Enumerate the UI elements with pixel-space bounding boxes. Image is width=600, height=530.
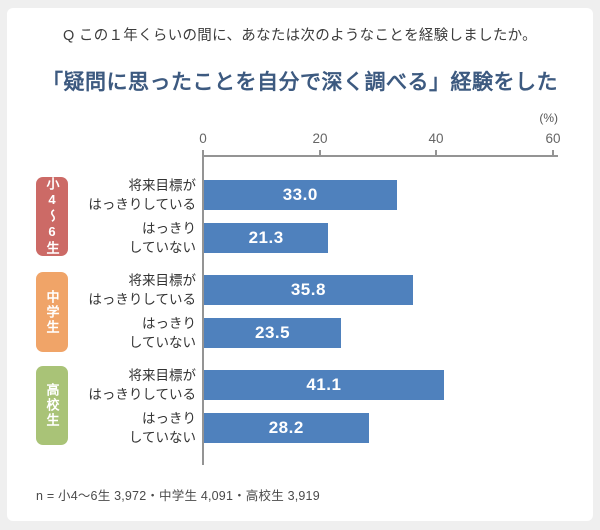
x-tick-mark-40 [435,150,437,156]
x-tick-label-0: 0 [199,131,207,146]
bar-label-elementary-clear-goal: 将来目標が はっきりしている [88,178,196,212]
survey-question: Q この１年くらいの間に、あなたは次のようなことを経験しましたか。 [63,28,537,44]
x-tick-mark-60 [552,150,554,156]
x-tick-mark-20 [319,150,321,156]
bar-label-elementary-no-goal: はっきり していない [128,221,196,255]
bar-label-junior-clear-goal: 将来目標が はっきりしている [88,273,196,307]
group-badge-high-school: 高校生 [36,366,68,445]
bar-value-label: 41.1 [306,375,342,394]
group-badge-elementary: 小4〜6生 [36,177,68,256]
x-axis-line [203,155,558,157]
bar-label-high-clear-goal: 将来目標が はっきりしている [88,368,196,402]
bar-junior-no-goal: 23.5 [204,318,342,348]
bar-value-label: 23.5 [255,323,291,342]
bar-value-label: 33.0 [282,185,318,204]
bar-high-no-goal: 28.2 [204,413,369,443]
x-tick-label-60: 60 [545,131,561,146]
x-tick-label-40: 40 [428,131,444,146]
group-badge-junior-high: 中学生 [36,272,68,352]
bar-high-clear-goal: 41.1 [204,370,444,400]
bar-value-label: 35.8 [290,280,326,299]
bar-label-high-no-goal: はっきり していない [128,411,196,445]
bar-elementary-no-goal: 21.3 [204,223,329,253]
x-tick-label-20: 20 [312,131,328,146]
chart-title: 「疑問に思ったことを自分で深く調べる」経験をした [42,71,558,94]
bar-value-label: 28.2 [268,418,304,437]
y-axis-baseline [202,150,204,465]
bar-elementary-clear-goal: 33.0 [204,180,397,210]
bar-value-label: 21.3 [248,228,284,247]
percent-unit-label: (%) [539,111,558,125]
bar-label-junior-no-goal: はっきり していない [128,316,196,350]
bar-junior-clear-goal: 35.8 [204,275,413,305]
sample-size-note: n = 小4〜6生 3,972・中学生 4,091・高校生 3,919 [36,489,320,503]
